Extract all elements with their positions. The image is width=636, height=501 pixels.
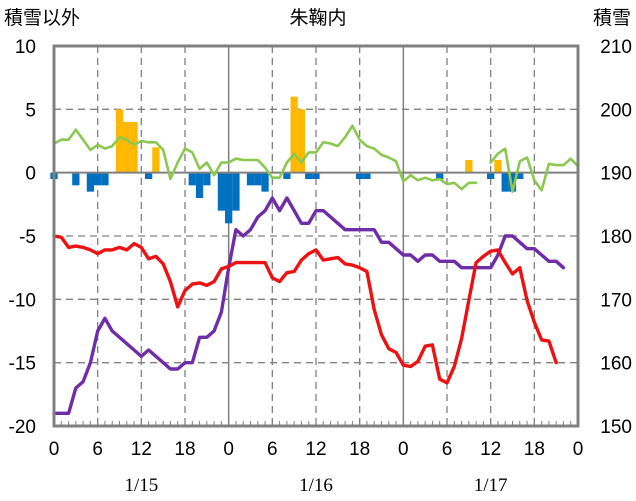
precipitation-bar: [465, 160, 473, 173]
chart-title: 朱鞠内: [289, 7, 346, 29]
right-axis-title: 積雪: [593, 7, 631, 29]
right-tick-label: 200: [600, 100, 632, 121]
snow_change-bar: [72, 172, 80, 186]
snow_change-bar: [312, 172, 320, 179]
snow_change-bar: [86, 172, 95, 192]
left-axis-title: 積雪以外: [4, 7, 80, 29]
precipitation-bar: [290, 96, 298, 173]
left-tick-label: -20: [9, 417, 36, 438]
x-tick-label: 18: [174, 439, 195, 460]
snow_depth-line: [52, 196, 566, 415]
temperature-line: [52, 234, 558, 385]
date-label: 1/17: [474, 475, 508, 496]
snow_change-bar: [246, 172, 255, 186]
snow_change-bar: [232, 172, 240, 211]
x-tick-label: 12: [131, 439, 152, 460]
snow_change-bar: [501, 172, 509, 192]
x-tick-label: 12: [480, 439, 501, 460]
snow_change-bar: [487, 172, 495, 179]
right-tick-label: 210: [600, 37, 632, 58]
snow_change-bar: [508, 172, 517, 192]
snow_change-bar: [356, 172, 364, 179]
x-tick-label: 0: [573, 439, 584, 460]
precipitation-bar: [297, 109, 306, 173]
x-tick-label: 0: [49, 439, 60, 460]
left-tick-label: 5: [25, 100, 36, 121]
snow_change-bar: [217, 172, 226, 211]
x-tick-label: 18: [524, 439, 545, 460]
right-axis-ticks: 210 200 190 180 170 160 150: [600, 37, 632, 438]
grid-lines: [54, 46, 578, 426]
snow_change-bar: [261, 172, 269, 192]
precipitation-bar: [115, 109, 124, 173]
right-tick-label: 180: [600, 227, 632, 248]
plot-frame: [52, 44, 580, 428]
x-tick-label: 0: [398, 439, 409, 460]
date-label: 1/16: [299, 475, 333, 496]
left-axis-ticks: 10 5 0 -5 -10 -15 -20: [9, 37, 36, 438]
left-tick-label: -15: [9, 354, 36, 375]
right-tick-label: 160: [600, 354, 632, 375]
left-tick-label: 0: [25, 164, 36, 185]
right-tick-label: 170: [600, 290, 632, 311]
x-tick-label: 6: [442, 439, 453, 460]
x-tick-label: 6: [267, 439, 278, 460]
x-tick-label: 6: [92, 439, 103, 460]
snow_change-bar: [94, 172, 102, 186]
snow_change-bar: [436, 172, 444, 179]
snow_change-bar: [203, 172, 211, 186]
precipitation-bar: [130, 122, 138, 173]
precipitation-bar: [152, 147, 160, 173]
snow_change-bar: [144, 172, 153, 179]
date-labels: 1/15 1/16 1/17: [124, 475, 507, 496]
x-tick-label: 12: [305, 439, 326, 460]
snow_change-bar: [283, 172, 291, 179]
snow_change-bar: [363, 172, 371, 179]
snow_change-bar: [516, 172, 524, 179]
wind-line: [52, 124, 478, 191]
left-tick-label: -10: [9, 290, 36, 311]
left-tick-label: -5: [19, 227, 36, 248]
x-tick-label: 18: [349, 439, 370, 460]
x-tick-label: 0: [223, 439, 234, 460]
wind-line: [489, 147, 580, 193]
date-label: 1/15: [124, 475, 158, 496]
snow_change-bar: [305, 172, 313, 179]
snow_change-bar: [101, 172, 109, 186]
line-series: [52, 124, 580, 415]
snow_change-bar: [254, 172, 262, 186]
right-tick-label: 190: [600, 164, 632, 185]
snow_change-bar: [225, 172, 233, 224]
bar-series: [50, 96, 524, 224]
right-tick-label: 150: [600, 417, 632, 438]
snow_change-bar: [195, 172, 204, 198]
precipitation-bar: [494, 160, 502, 173]
precipitation-bar: [123, 122, 131, 173]
snow_change-bar: [188, 172, 196, 186]
left-tick-label: 10: [15, 37, 36, 58]
x-axis-ticks: 0 6 12 18 0 6 12 18 0 6 12 18 0: [49, 439, 584, 460]
